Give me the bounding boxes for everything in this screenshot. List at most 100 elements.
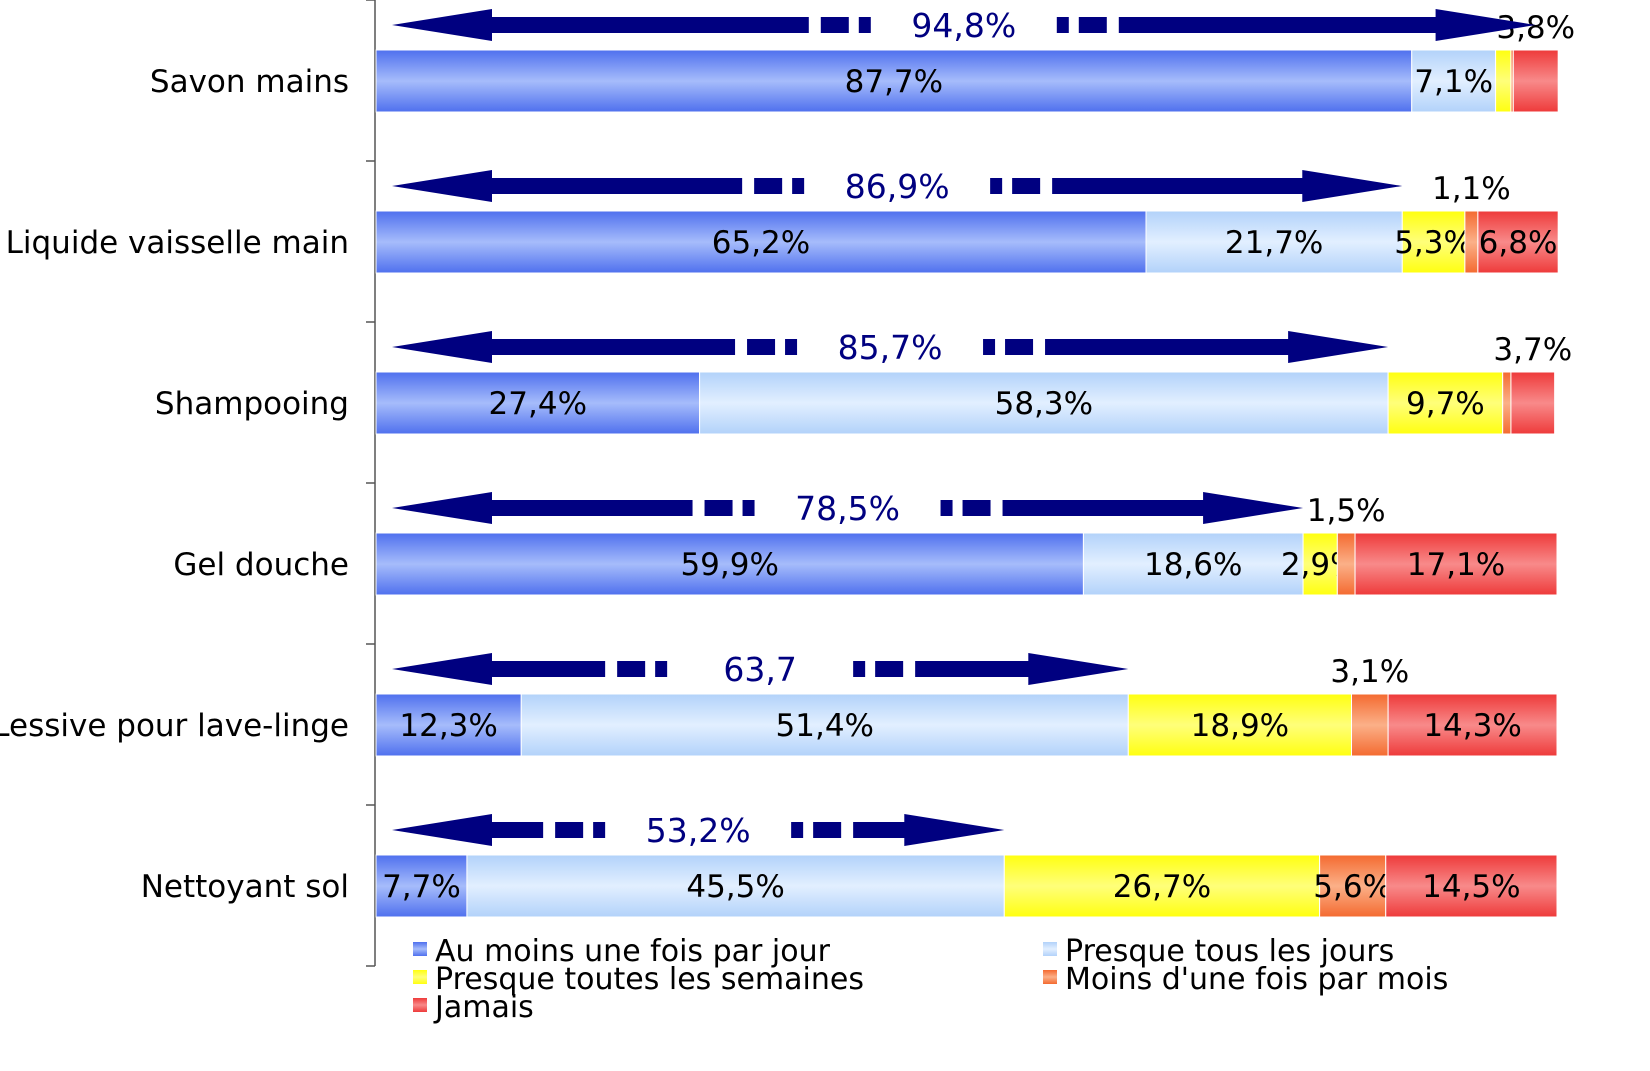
data-label: 12,3% xyxy=(399,708,497,744)
arrow-left-head xyxy=(392,814,544,846)
bar-segment xyxy=(1512,49,1559,113)
bar-segment xyxy=(1387,693,1558,757)
legend-item: Presque tous les jours xyxy=(1043,934,1394,969)
bar-segment xyxy=(1502,371,1512,435)
arrow-dash xyxy=(754,178,783,194)
arrow-right-head xyxy=(853,814,1005,846)
arrow-label: 94,8% xyxy=(911,6,1016,45)
legend-item: Jamais xyxy=(413,990,534,1025)
arrow-dash xyxy=(875,661,904,677)
bar-segment xyxy=(1477,210,1559,274)
arrow-dash xyxy=(813,822,842,838)
bar-segment xyxy=(1401,210,1466,274)
arrow-label: 63,7 xyxy=(723,650,796,689)
bar-segment xyxy=(1385,854,1558,918)
arrow-left-head xyxy=(392,170,743,202)
arrow-right-head xyxy=(1002,492,1304,524)
legend-swatch xyxy=(413,942,427,956)
arrow-dash xyxy=(791,822,804,838)
arrow-dash xyxy=(742,500,755,516)
data-label: 14,5% xyxy=(1422,869,1520,905)
data-label: 87,7% xyxy=(845,64,943,100)
arrow-dash xyxy=(704,500,733,516)
arrow-dash xyxy=(990,178,1003,194)
arrow-0: 94,8% xyxy=(392,6,1536,45)
data-label: 7,7% xyxy=(382,869,461,905)
legend-label: Au moins une fois par jour xyxy=(435,934,831,969)
arrow-3: 78,5% xyxy=(392,489,1304,528)
legend-label: Jamais xyxy=(433,990,534,1025)
bar-segment xyxy=(1336,532,1356,596)
arrow-1: 86,9% xyxy=(392,167,1403,206)
legend: Au moins une fois par jour Presque tous l… xyxy=(413,934,1448,1025)
bar-segment xyxy=(520,693,1129,757)
bar-segment xyxy=(1387,371,1504,435)
arrow-dash xyxy=(655,661,668,677)
legend-swatch xyxy=(413,998,427,1012)
arrow-dash xyxy=(1012,178,1041,194)
bar-segment xyxy=(1319,854,1387,918)
arrow-label: 85,7% xyxy=(838,328,943,367)
arrow-dash xyxy=(747,339,776,355)
bar-segment xyxy=(1082,532,1304,596)
bar-segment xyxy=(375,210,1147,274)
arrow-dash xyxy=(792,178,805,194)
data-label-above: 1,5% xyxy=(1307,493,1386,529)
data-label: 18,6% xyxy=(1144,547,1242,583)
bar-segment xyxy=(1302,532,1338,596)
arrow-right-head xyxy=(1045,331,1389,363)
arrow-left-head xyxy=(392,492,693,524)
data-label: 9,7% xyxy=(1406,386,1485,422)
data-label: 58,3% xyxy=(995,386,1093,422)
arrow-dash xyxy=(962,500,991,516)
bar-segment xyxy=(375,532,1084,596)
category-label: Savon mains xyxy=(150,64,349,100)
arrow-4: 63,7 xyxy=(392,650,1129,689)
data-label: 7,1% xyxy=(1414,64,1493,100)
data-label: 59,9% xyxy=(680,547,778,583)
legend-item: Au moins une fois par jour xyxy=(413,934,831,969)
arrow-dash xyxy=(1056,17,1069,33)
data-label: 17,1% xyxy=(1407,547,1505,583)
data-label: 65,2% xyxy=(712,225,810,261)
arrow-dash xyxy=(1078,17,1107,33)
arrow-left-head xyxy=(392,653,606,685)
data-label: 51,4% xyxy=(776,708,874,744)
arrow-right-head xyxy=(1052,170,1403,202)
data-label: 45,5% xyxy=(686,869,784,905)
arrow-dash xyxy=(853,661,866,677)
data-label: 26,7% xyxy=(1113,869,1211,905)
arrow-dash xyxy=(617,661,646,677)
category-label: Nettoyant sol xyxy=(141,869,349,905)
category-label: Lessive pour lave-linge xyxy=(0,708,349,744)
legend-label: Presque tous les jours xyxy=(1065,934,1394,969)
legend-label: Moins d'une fois par mois xyxy=(1065,962,1448,997)
data-label: 18,9% xyxy=(1191,708,1289,744)
category-label: Gel douche xyxy=(173,547,349,583)
legend-item: Moins d'une fois par mois xyxy=(1043,962,1448,997)
bar-segment xyxy=(375,371,701,435)
bar-segment xyxy=(1145,210,1403,274)
bar-segment xyxy=(466,854,1005,918)
arrow-5: 53,2% xyxy=(392,811,1005,850)
arrow-label: 86,9% xyxy=(845,167,950,206)
arrow-dash xyxy=(1005,339,1034,355)
arrow-dash xyxy=(858,17,871,33)
data-label: 27,4% xyxy=(489,386,587,422)
legend-item: Presque toutes les semaines xyxy=(413,962,864,997)
bar-segment xyxy=(375,49,1413,113)
bar-segment xyxy=(1510,371,1556,435)
data-label-above: 1,1% xyxy=(1432,171,1511,207)
arrow-dash xyxy=(983,339,996,355)
arrow-2: 85,7% xyxy=(392,328,1389,367)
bar-segment xyxy=(699,371,1389,435)
data-label: 5,6% xyxy=(1313,869,1392,905)
arrow-dash xyxy=(785,339,798,355)
cumulative-arrows: 94,8% 86,9% 85,7% 78,5% 63,7 53,2% xyxy=(392,6,1536,850)
arrow-right-head xyxy=(915,653,1129,685)
arrow-left-head xyxy=(392,331,736,363)
category-label: Liquide vaisselle main xyxy=(6,225,349,261)
arrow-left-head xyxy=(392,9,809,41)
data-label-above: 3,7% xyxy=(1493,332,1572,368)
